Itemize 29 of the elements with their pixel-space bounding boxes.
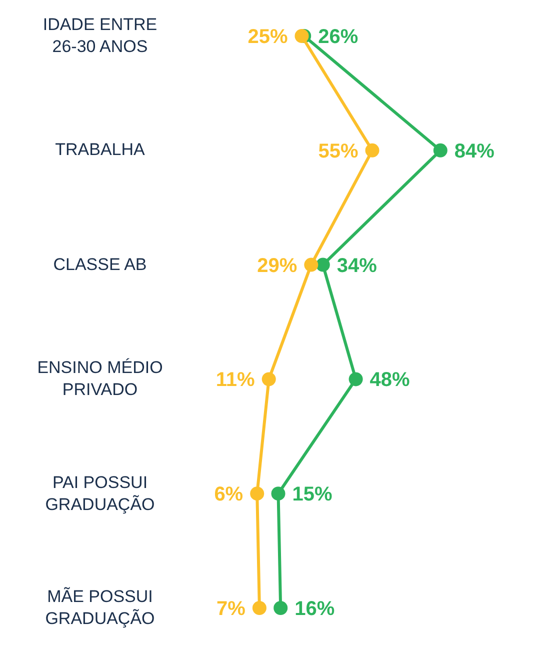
- point: [304, 258, 318, 272]
- data-label: 7%: [216, 598, 246, 620]
- point: [274, 601, 288, 615]
- point: [348, 372, 363, 386]
- point: [365, 143, 380, 158]
- point: [316, 258, 330, 272]
- y-tick-label: CLASSE AB: [52, 254, 148, 276]
- y-tick-label: PAI POSSUI GRADUAÇÃO: [44, 472, 156, 516]
- data-label: 48%: [370, 369, 410, 392]
- data-label: 34%: [336, 254, 378, 277]
- data-label: 25%: [248, 26, 288, 48]
- data-label: 55%: [318, 140, 358, 162]
- data-label: 16%: [294, 598, 335, 620]
- point: [252, 601, 266, 615]
- y-tick-label: IDADE ENTRE 26-30 ANOS: [42, 14, 158, 58]
- y-tick-label: ENSINO MÉDIO PRIVADO: [36, 357, 164, 402]
- point: [262, 372, 276, 386]
- data-label: 84%: [454, 140, 495, 162]
- data-label: 29%: [257, 254, 298, 277]
- point: [433, 143, 448, 158]
- data-label: 26%: [318, 26, 358, 48]
- point: [250, 486, 264, 501]
- y-tick-label: TRABALHA: [54, 139, 146, 162]
- data-label: 11%: [216, 369, 256, 392]
- y-tick-label: MÃE POSSUI GRADUAÇÃO: [44, 586, 156, 630]
- data-label: 6%: [214, 484, 244, 506]
- data-label: 15%: [292, 484, 332, 506]
- point: [271, 486, 286, 501]
- point: [294, 29, 309, 43]
